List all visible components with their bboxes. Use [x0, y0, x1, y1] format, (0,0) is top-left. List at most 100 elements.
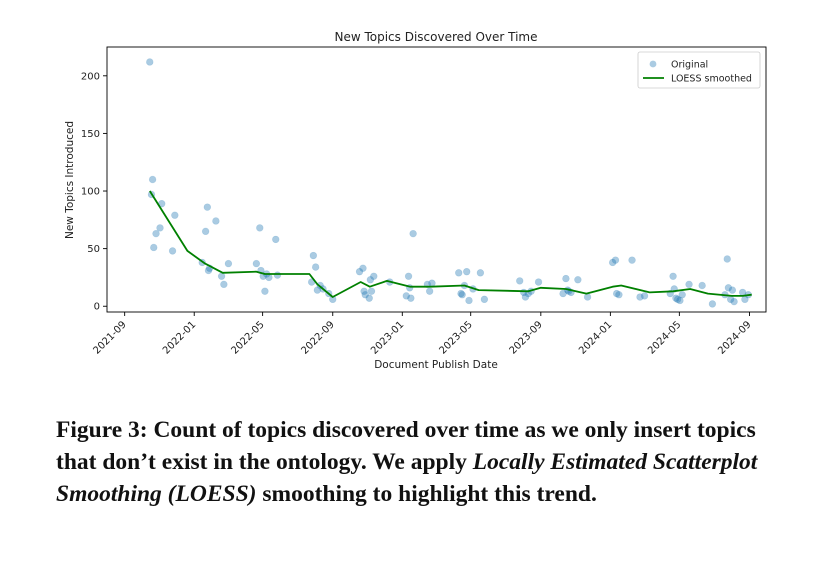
- x-tick-label: 2024-05: [646, 319, 683, 356]
- scatter-point: [272, 235, 280, 244]
- caption-text-italic: Locally Estimated Scatterplot Smoothing …: [56, 449, 758, 507]
- scatter-point: [730, 297, 738, 306]
- x-tick-label: 2022-01: [161, 319, 198, 356]
- scatter-point: [404, 272, 413, 280]
- scatter-point: [359, 264, 367, 272]
- scatter-point: [458, 291, 466, 299]
- scatter-point: [583, 293, 592, 301]
- scatter-point: [370, 272, 378, 280]
- scatter-point: [476, 269, 485, 277]
- scatter-point: [723, 255, 731, 263]
- scatter-point: [672, 294, 680, 302]
- x-tick-label: 2023-09: [508, 319, 545, 356]
- scatter-point: [203, 203, 212, 211]
- y-tick-label: 150: [81, 129, 100, 140]
- scatter-point: [562, 274, 570, 283]
- x-tick-label: 2021-09: [91, 319, 128, 356]
- scatter-point: [156, 224, 164, 232]
- scatter-point: [428, 279, 436, 287]
- scatter-point: [361, 291, 369, 299]
- y-tick-label: 0: [94, 302, 100, 313]
- legend-label: Original: [671, 60, 708, 71]
- scatter-point: [365, 294, 373, 302]
- scatter-point: [217, 272, 226, 280]
- scatter-point: [407, 294, 415, 302]
- y-tick-label: 50: [87, 244, 100, 255]
- legend-box: [637, 51, 761, 89]
- loess-line: [149, 190, 752, 298]
- x-axis-label: Document Publish Date: [374, 359, 498, 371]
- scatter-point: [204, 266, 213, 275]
- scatter-point: [516, 277, 524, 285]
- scatter-point: [171, 211, 179, 219]
- scatter-point: [425, 287, 434, 295]
- scatter-point: [465, 296, 473, 305]
- scatter-point: [724, 284, 733, 292]
- caption-text-end: smoothing to highlight this trend.: [256, 481, 597, 507]
- x-axis: 2021-09 2022-01 2022-05 2022-09 2023-01 2023-…: [91, 312, 754, 357]
- x-tick-label: 2024-09: [716, 319, 753, 356]
- scatter-point: [698, 281, 706, 290]
- scatter-point: [252, 259, 261, 268]
- scatter-point: [311, 263, 320, 271]
- x-tick-label: 2023-05: [437, 319, 474, 356]
- scatter-point: [708, 300, 717, 308]
- scatter-point: [676, 296, 684, 305]
- scatter-point: [673, 295, 682, 304]
- x-tick-label: 2022-09: [300, 319, 337, 356]
- scatter-point: [636, 293, 644, 301]
- scatter-point: [360, 287, 368, 295]
- scatter-point: [309, 251, 318, 260]
- scatter-point: [168, 247, 177, 255]
- scatter-point: [669, 272, 677, 280]
- scatter-point: [480, 295, 489, 304]
- scatter-point: [685, 280, 693, 289]
- scatter-point: [611, 256, 620, 264]
- scatter-point: [521, 293, 530, 301]
- scatter-point: [146, 58, 154, 66]
- y-axis: 0 50 100 150 200: [81, 71, 107, 313]
- scatter-point: [608, 258, 617, 267]
- scatter-point: [152, 229, 160, 238]
- x-tick-label: 2023-01: [369, 319, 406, 356]
- scatter-point: [678, 291, 686, 299]
- scatter-point: [728, 286, 737, 294]
- scatter-point: [615, 291, 623, 299]
- chart-title: New Topics Discovered Over Time: [334, 30, 537, 44]
- scatter-point: [628, 256, 636, 264]
- legend-label: LOESS smoothed: [671, 74, 752, 85]
- chart: New Topics Discovered Over Time 0 50 100 15…: [64, 30, 767, 371]
- scatter-point: [355, 267, 364, 276]
- scatter-point: [366, 276, 375, 284]
- scatter-point: [367, 287, 376, 295]
- x-tick-label: 2022-05: [229, 319, 266, 356]
- scatter-point: [640, 292, 649, 300]
- scatter-point: [224, 259, 233, 268]
- caption-text-start: Figure 3: Count of topics discovered ove…: [56, 417, 756, 475]
- scatter-point: [261, 287, 269, 295]
- scatter-point: [559, 289, 567, 298]
- x-tick-label: 2024-01: [577, 319, 614, 356]
- figure-caption: Figure 3: Count of topics discovered ove…: [56, 414, 796, 510]
- scatter-point: [455, 269, 463, 277]
- y-tick-label: 100: [81, 187, 100, 198]
- scatter-point: [201, 227, 210, 236]
- plot-frame: [106, 46, 767, 313]
- scatter-point: [212, 217, 220, 225]
- scatter-point: [534, 278, 543, 286]
- scatter-point: [463, 267, 471, 276]
- legend-marker-original: [649, 60, 657, 68]
- scatter-point: [265, 273, 273, 282]
- scatter-point: [574, 276, 582, 284]
- scatter-point: [409, 229, 417, 238]
- y-tick-label: 200: [81, 71, 100, 82]
- y-axis-label: New Topics Introduced: [64, 121, 76, 239]
- scatter-point: [313, 286, 322, 294]
- scatter-point: [457, 289, 465, 298]
- plot-area: [106, 46, 767, 313]
- scatter-point: [612, 289, 621, 298]
- scatter-point: [273, 271, 282, 279]
- scatter-point: [150, 243, 158, 252]
- legend: Original LOESS smoothed: [637, 51, 761, 89]
- scatter-point: [256, 224, 264, 232]
